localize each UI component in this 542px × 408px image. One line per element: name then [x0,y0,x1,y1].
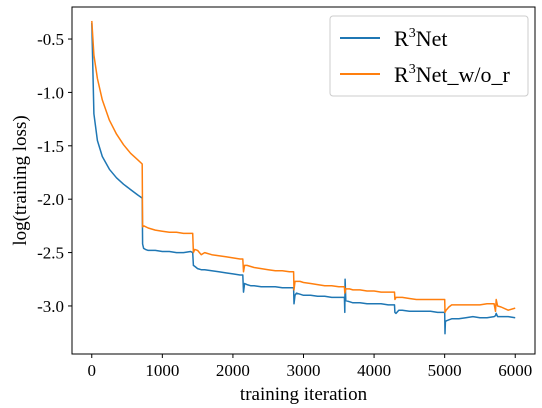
y-tick-label: -1.5 [37,137,64,156]
x-tick-label: 6000 [498,361,532,380]
x-axis-label: training iteration [240,384,368,405]
y-axis-label: log(training loss) [10,115,31,245]
x-tick-label: 1000 [145,361,179,380]
series-line [91,20,516,314]
plot-lines [91,20,516,335]
y-tick-label: -3.0 [37,297,64,316]
legend: R3Net R3Net_w/o_r [329,15,529,97]
x-tick-label: 0 [88,361,97,380]
y-tick-label: -2.0 [37,190,64,209]
x-tick-label: 5000 [428,361,462,380]
y-tick-label: -1.0 [37,83,64,102]
y-tick-label: -2.5 [37,244,64,263]
x-axis-ticks: 0 1000 2000 3000 4000 5000 6000 [88,354,532,380]
x-tick-label: 3000 [287,361,321,380]
x-tick-label: 4000 [357,361,391,380]
series-line [91,22,516,335]
x-tick-label: 2000 [216,361,250,380]
legend-label: R3Net_w/o_r [394,62,510,87]
y-axis-ticks: -0.5 -1.0 -1.5 -2.0 -2.5 -3.0 [37,30,72,316]
legend-box [329,15,529,97]
y-tick-label: -0.5 [37,30,64,49]
legend-label: R3Net [394,26,447,51]
